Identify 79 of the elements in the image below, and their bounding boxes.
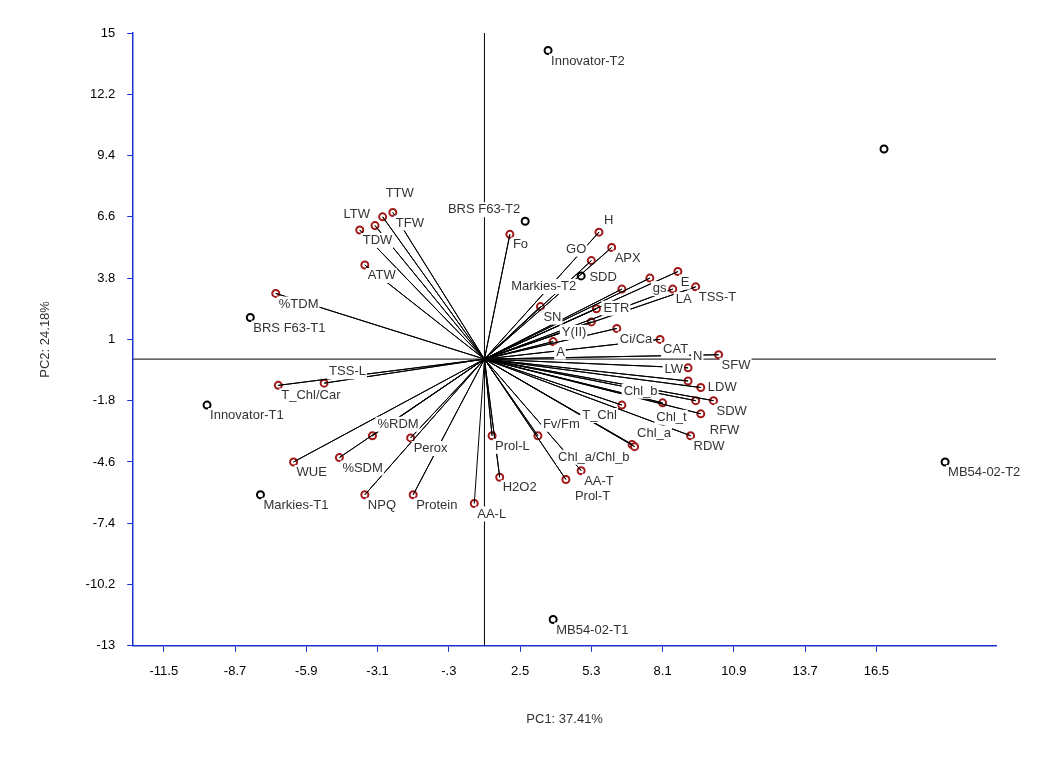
data-label: RFW <box>709 421 741 437</box>
data-label: Chl_a/Chl_b <box>558 448 630 464</box>
data-label: LA <box>675 291 693 307</box>
data-label: LDW <box>707 378 738 394</box>
y-tick-label: -4.6 <box>92 453 116 469</box>
data-label: TSS-L <box>329 363 366 379</box>
data-label: Fv/Fm <box>542 415 580 431</box>
data-label: LW <box>664 361 684 377</box>
y-tick-label: -13 <box>96 637 116 653</box>
data-label: BRS F63-T1 <box>253 319 326 335</box>
data-label: SDD <box>589 269 617 285</box>
data-label: E <box>680 273 690 289</box>
x-tick-label: -11.5 <box>149 663 179 679</box>
data-label: LTW <box>343 205 371 221</box>
y-tick-label: -7.4 <box>92 514 116 530</box>
x-tick-label: 10.9 <box>721 663 747 679</box>
x-tick-label: -5.9 <box>295 663 318 679</box>
data-label: %RDM <box>377 415 419 431</box>
data-label: AA-T <box>584 472 614 488</box>
data-label: TDW <box>362 232 394 248</box>
data-label: Ci/Ca <box>619 330 654 346</box>
data-label: TFW <box>395 214 425 230</box>
y-tick-label: 15 <box>100 24 116 40</box>
data-label: AA-L <box>477 505 507 521</box>
x-tick-label: 16.5 <box>863 663 890 679</box>
data-label: Y(II) <box>561 323 587 339</box>
data-label: Innovator-T1 <box>210 407 284 423</box>
data-label: Prol-L <box>495 437 530 453</box>
y-axis-title: PC2: 24.18% <box>37 300 53 378</box>
x-tick-label: -3.1 <box>366 663 389 679</box>
data-label: NPQ <box>367 496 396 512</box>
x-tick-label: -.3 <box>441 663 457 679</box>
y-tick-label: -10.2 <box>85 576 116 592</box>
data-label: Fo <box>512 236 529 252</box>
x-tick-label: 5.3 <box>582 663 601 679</box>
data-label: BRS F63-T2 <box>447 201 521 217</box>
data-label: ETR <box>603 299 630 315</box>
y-tick-label: 12.2 <box>89 85 116 101</box>
y-tick-label: 1 <box>108 330 116 346</box>
data-label: H <box>603 212 614 228</box>
data-label: Prol-T <box>574 487 611 503</box>
y-tick-label: 9.4 <box>97 147 116 163</box>
data-label: T_Chl/Car <box>281 387 342 403</box>
data-label: Chl_a <box>637 424 672 440</box>
data-label: Chl_b <box>623 382 658 398</box>
data-label: %TDM <box>278 295 319 311</box>
data-label: APX <box>614 249 642 265</box>
x-tick-label: 13.7 <box>792 663 818 679</box>
data-label: CAT <box>663 341 689 357</box>
data-label: Markies-T1 <box>263 496 329 512</box>
data-label: Markies-T2 <box>511 278 577 294</box>
data-label: SN <box>543 308 562 324</box>
data-label: ATW <box>367 267 397 283</box>
data-label: Innovator-T2 <box>551 52 625 68</box>
data-label: gs <box>652 280 668 296</box>
data-label: Chl_t <box>656 408 688 424</box>
data-label: GO <box>566 240 587 256</box>
data-label: SFW <box>721 356 752 372</box>
data-label: T_Chl <box>582 407 617 423</box>
data-label: RDW <box>693 437 726 453</box>
data-label: MB54-02-T1 <box>556 621 629 637</box>
y-tick-label: 6.6 <box>97 208 116 224</box>
data-label: %SDM <box>342 459 383 475</box>
data-label: N <box>693 347 703 363</box>
data-label: WUE <box>296 464 328 480</box>
x-tick-label: 8.1 <box>653 663 672 679</box>
data-label: MB54-02-T2 <box>948 464 1021 480</box>
data-label: A <box>556 343 566 359</box>
x-tick-label: 2.5 <box>511 663 530 679</box>
y-tick-label: -1.8 <box>92 392 116 408</box>
data-label: SDW <box>716 402 748 418</box>
x-axis-title: PC1: 37.41% <box>526 710 604 726</box>
data-label: Protein <box>416 496 458 512</box>
y-tick-label: 3.8 <box>97 269 116 285</box>
data-label: H2O2 <box>502 479 537 495</box>
x-tick-label: -8.7 <box>223 663 247 679</box>
data-label: TTW <box>385 184 415 200</box>
data-label: TSS-T <box>698 288 737 304</box>
data-label: Perox <box>413 439 449 455</box>
